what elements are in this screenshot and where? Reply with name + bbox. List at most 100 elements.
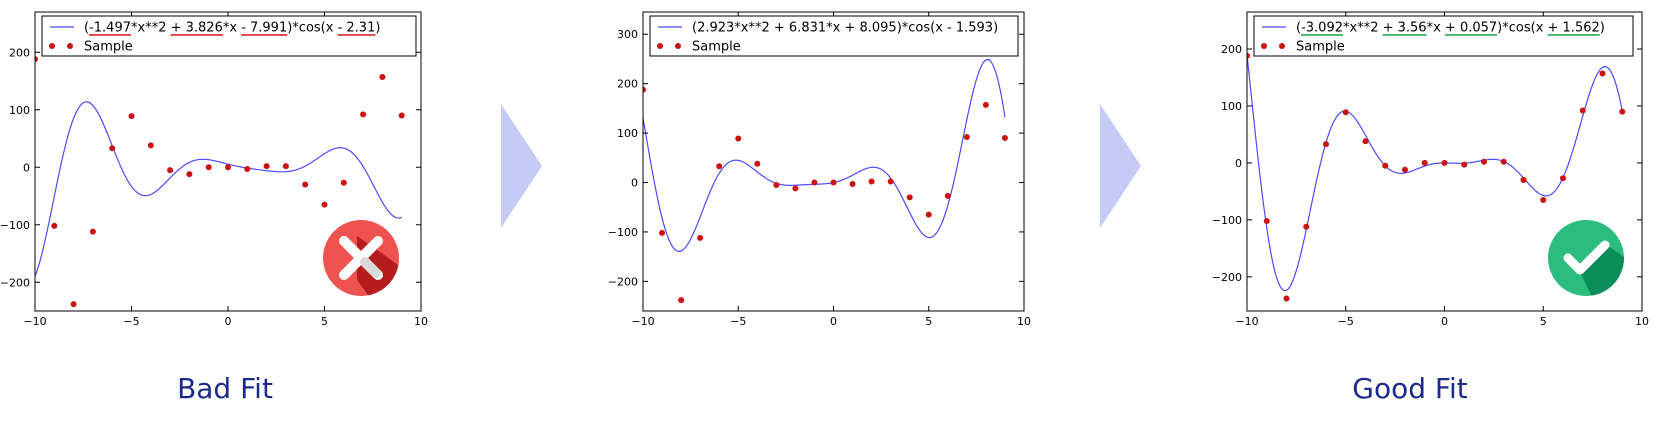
sample-point [735,135,742,142]
x-tick-label: −5 [123,315,139,328]
arrow-right-icon [1100,104,1141,228]
sample-point [1323,141,1329,148]
sample-point [379,73,386,80]
sample-point [678,297,685,304]
sample-point [1303,223,1310,230]
sample-point [1599,70,1606,77]
y-tick-label: 100 [617,127,638,140]
legend-box [1253,15,1634,57]
x-tick-label: 0 [225,315,232,328]
sample-point [982,101,989,108]
sample-point [906,194,913,201]
sample-point [35,56,38,63]
y-tick-label: 300 [617,28,638,41]
x-tick-label: −10 [631,315,654,328]
y-tick-label: 100 [9,104,30,117]
x-tick-label: 0 [830,315,837,328]
sample-point [1560,175,1566,182]
arrow-right-icon [501,104,542,228]
x-tick-label: 5 [321,315,328,328]
sample-point [1382,162,1389,169]
sample-point [754,160,761,167]
x-tick-label: 5 [1540,315,1547,328]
chart-panel-bad: −10 −5 0 5 10 −200 −100 0 100 200 (-1.497*x**2 + 3… [0,11,428,328]
good-fit-label: Good Fit [1352,372,1468,405]
y-tick-label: 200 [1221,43,1242,56]
legend-sample-marker [1261,43,1267,49]
y-tick-label: −100 [0,219,30,232]
y-tick-label: −200 [608,275,638,288]
x-tick-label: 10 [1017,315,1031,328]
sample-point [398,112,405,119]
legend-sample-marker [49,43,55,49]
sample-point [643,86,646,93]
x-tick-label: 0 [1441,315,1448,328]
sample-point [244,165,251,172]
legend-curve-label: (-1.497*x**2 + 3.826*x - 7.991)*cos(x - … [84,21,380,36]
sample-point [360,111,367,118]
sample-point [225,164,231,171]
sample-point [1263,218,1270,225]
sample-point [1481,158,1487,165]
sample-point [89,228,96,235]
y-tick-label: 200 [617,78,638,91]
sample-point [1579,107,1586,114]
sample-point [1461,161,1468,168]
chart-panel-middle: −10 −5 0 5 10 −200 −100 0 100 200 300 (2.923*x**2 +… [608,11,1031,328]
sample-point [811,179,818,186]
legend-sample-marker [67,43,73,49]
sample-point [51,222,58,229]
fit-curve [643,58,1006,252]
sample-point [1441,159,1448,166]
sample-point [186,171,193,178]
chart-panel-good: −10 −5 0 5 10 −200 −100 0 100 200 (-3.092*x**2 + 3… [1212,11,1649,328]
bad-fit-label: Bad Fit [177,372,273,405]
legend-sample-label: Sample [84,40,133,55]
sample-point [1283,295,1290,302]
legend-sample-marker [675,43,681,49]
x-tick-label: −10 [1235,315,1258,328]
sample-point [1402,166,1408,173]
x-tick-label: 10 [414,315,428,328]
legend-sample-label: Sample [1296,40,1345,55]
sample-point [263,163,270,170]
x-stroke-shade [360,257,381,278]
plot-frame [642,11,1025,312]
y-tick-label: 0 [23,161,30,174]
legend-box [41,15,417,57]
sample-point [1540,196,1547,203]
y-tick-label: −100 [608,226,638,239]
y-tick-label: 200 [9,46,30,59]
x-tick-label: −5 [730,315,746,328]
sample-point [1362,138,1369,145]
sample-point [1342,109,1349,116]
y-tick-label: −100 [1212,214,1242,227]
sample-point [830,179,837,186]
legend-sample-marker [657,43,663,49]
x-icon [323,220,399,296]
legend-sample-label: Sample [692,40,741,55]
sample-point [70,301,77,308]
sample-point [1421,159,1428,166]
sample-point [868,178,875,185]
sample-point [773,181,780,188]
x-tick-label: −10 [23,315,46,328]
x-tick-label: −5 [1338,315,1354,328]
y-tick-label: −200 [1212,271,1242,284]
sample-point [1001,135,1008,142]
legend-box [649,15,1019,57]
sample-point [302,181,309,188]
y-tick-label: 0 [1235,157,1242,170]
sample-point [128,113,135,120]
x-stroke [339,236,383,280]
sample-point [1520,177,1527,184]
sample-point [282,163,289,170]
sample-point [697,234,704,241]
sample-point [716,163,723,170]
check-icon [1548,220,1624,296]
check-stroke [1563,240,1610,275]
sample-point [109,145,116,152]
sample-point [1247,52,1250,59]
